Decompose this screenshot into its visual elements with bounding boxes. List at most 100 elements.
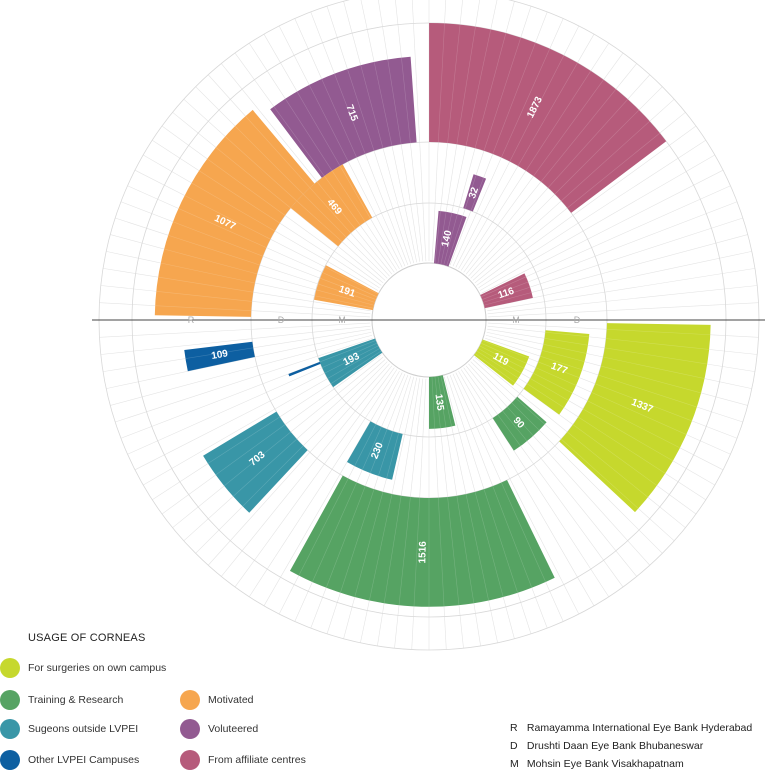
chart-bars xyxy=(154,23,711,607)
bar-other_campus-r xyxy=(184,341,255,372)
grid-spoke xyxy=(207,363,390,566)
bar-texture xyxy=(456,26,476,145)
bar-texture xyxy=(598,374,697,408)
bar-texture xyxy=(479,345,525,369)
grid-spoke xyxy=(478,140,706,289)
grid-spoke xyxy=(110,334,373,406)
bar-texture xyxy=(483,489,518,593)
bar-texture xyxy=(330,350,382,384)
bar-texture xyxy=(483,37,522,151)
bar-texture xyxy=(606,329,711,336)
bar-texture xyxy=(168,234,260,266)
bar-texture xyxy=(215,424,286,476)
bar-texture xyxy=(530,378,569,401)
bar-texture xyxy=(360,65,384,149)
bar-texture xyxy=(482,340,529,359)
bar-texture xyxy=(543,344,587,354)
bar-texture xyxy=(242,445,304,507)
grid-spoke xyxy=(234,367,395,588)
bar-texture xyxy=(567,431,649,498)
bar-texture xyxy=(437,211,447,264)
ring-letter-r: R xyxy=(188,315,195,325)
bar-texture xyxy=(583,408,674,462)
bar-outside-r xyxy=(203,411,308,513)
bar-texture xyxy=(572,424,658,486)
bar-texture xyxy=(545,331,590,338)
ring-letter-m: M xyxy=(338,315,346,325)
bar-texture xyxy=(431,376,435,429)
bar-volunteered-r xyxy=(270,56,417,178)
bar-texture xyxy=(232,438,297,497)
bar-texture xyxy=(401,57,411,144)
bar-texture xyxy=(587,400,681,449)
bar-texture xyxy=(554,109,640,195)
bar-texture xyxy=(567,132,661,209)
bar-texture xyxy=(191,182,275,232)
bar-texture xyxy=(321,78,357,158)
bar-texture xyxy=(604,347,708,365)
bar-texture xyxy=(273,106,325,177)
bar-texture xyxy=(296,91,341,166)
bar-texture xyxy=(443,214,458,266)
bar-texture xyxy=(302,193,347,238)
bar-texture xyxy=(525,70,592,171)
bar-texture xyxy=(480,342,527,364)
bar-value-label: 135 xyxy=(432,393,445,411)
grid-spoke xyxy=(465,365,637,577)
bar-texture xyxy=(223,431,291,487)
ring-letter-m: M xyxy=(512,315,520,325)
bar-texture xyxy=(413,497,420,607)
bar-texture xyxy=(198,170,280,224)
bar-texture xyxy=(465,29,492,146)
bar-value-label: 191 xyxy=(337,284,357,300)
bar-texture xyxy=(474,353,516,383)
bar-texture xyxy=(434,376,441,429)
bar-training-d xyxy=(492,396,547,451)
bar-texture xyxy=(164,248,258,275)
grid-spoke xyxy=(468,363,651,566)
bar-texture xyxy=(158,276,254,293)
bar-texture xyxy=(540,88,617,182)
bar-texture xyxy=(387,59,402,145)
bar-texture xyxy=(440,375,452,427)
bar-texture xyxy=(603,356,705,379)
bar-texture xyxy=(319,340,376,363)
bar-motivated-m xyxy=(314,265,379,311)
bar-texture xyxy=(354,424,377,467)
bar-texture xyxy=(362,426,382,470)
bar-texture xyxy=(497,414,521,447)
bar-texture xyxy=(319,277,376,300)
bar-texture xyxy=(605,338,710,350)
bar-texture xyxy=(296,200,343,242)
grid-spoke xyxy=(487,268,755,312)
grid-spoke xyxy=(458,370,595,606)
bar-texture xyxy=(591,392,687,435)
grid-spoke xyxy=(487,285,758,315)
bar-texture xyxy=(155,305,252,311)
bar-texture xyxy=(478,348,522,374)
bar-outside-d xyxy=(346,421,403,480)
grid-spoke xyxy=(411,0,427,262)
bar-texture xyxy=(334,73,366,154)
bar-affiliate-m xyxy=(480,273,533,309)
bar-texture xyxy=(561,121,650,202)
bar-texture xyxy=(324,266,379,295)
bar-outside-m xyxy=(318,338,383,388)
bar-texture xyxy=(398,496,411,606)
grid-spoke xyxy=(470,361,663,554)
bar-texture xyxy=(456,495,475,604)
bar-texture xyxy=(501,482,546,583)
grid-spoke xyxy=(455,372,580,615)
grid-spoke xyxy=(106,331,372,389)
bar-texture xyxy=(547,99,628,188)
ring-labels: R D DM M xyxy=(188,315,581,325)
bar-texture xyxy=(347,68,375,151)
grid-spoke xyxy=(460,369,609,597)
grid-spoke xyxy=(487,302,759,318)
grid-spoke xyxy=(479,154,715,291)
bar-texture xyxy=(316,181,356,230)
bar-texture xyxy=(434,210,441,264)
grid-spoke xyxy=(263,370,400,606)
bar-texture xyxy=(331,170,366,223)
